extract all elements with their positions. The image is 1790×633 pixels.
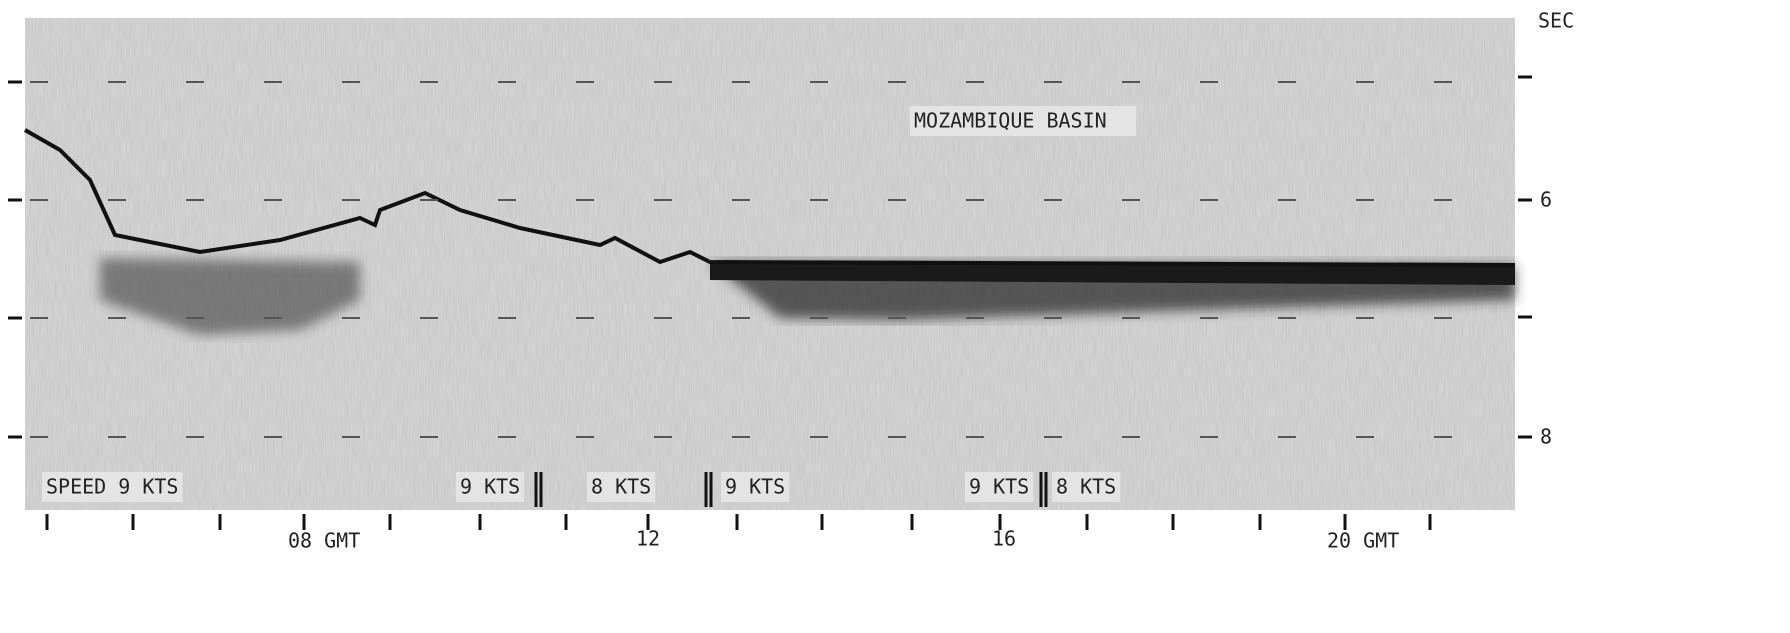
label-background — [1052, 472, 1121, 502]
y-tick-label: 8 — [1540, 425, 1552, 449]
record — [24, 18, 1516, 510]
speed-label: SPEED 9 KTS — [46, 475, 178, 499]
x-tick-label: 08 GMT — [288, 529, 360, 553]
region-title: MOZAMBIQUE BASIN — [914, 109, 1107, 133]
label-background — [42, 472, 183, 502]
speed-label: 8 KTS — [591, 475, 651, 499]
axis-ticks — [8, 75, 1532, 530]
y-tick-label: 6 — [1540, 188, 1552, 212]
speed-labels: SPEED 9 KTS 9 KTS 8 KTS 9 KTS 9 KTS 8 KTS — [42, 472, 1121, 502]
x-tick-label: 16 — [992, 527, 1016, 551]
speed-label: 8 KTS — [1056, 475, 1116, 499]
speed-label: 9 KTS — [460, 475, 520, 499]
label-background — [587, 472, 656, 502]
x-tick-label: 20 GMT — [1327, 529, 1399, 553]
axis-unit: SEC — [1538, 9, 1574, 33]
label-background — [456, 472, 525, 502]
label-background — [965, 472, 1034, 502]
x-tick-label: 12 — [636, 527, 660, 551]
label-background — [721, 472, 790, 502]
speed-label: 9 KTS — [969, 475, 1029, 499]
speed-label: 9 KTS — [725, 475, 785, 499]
